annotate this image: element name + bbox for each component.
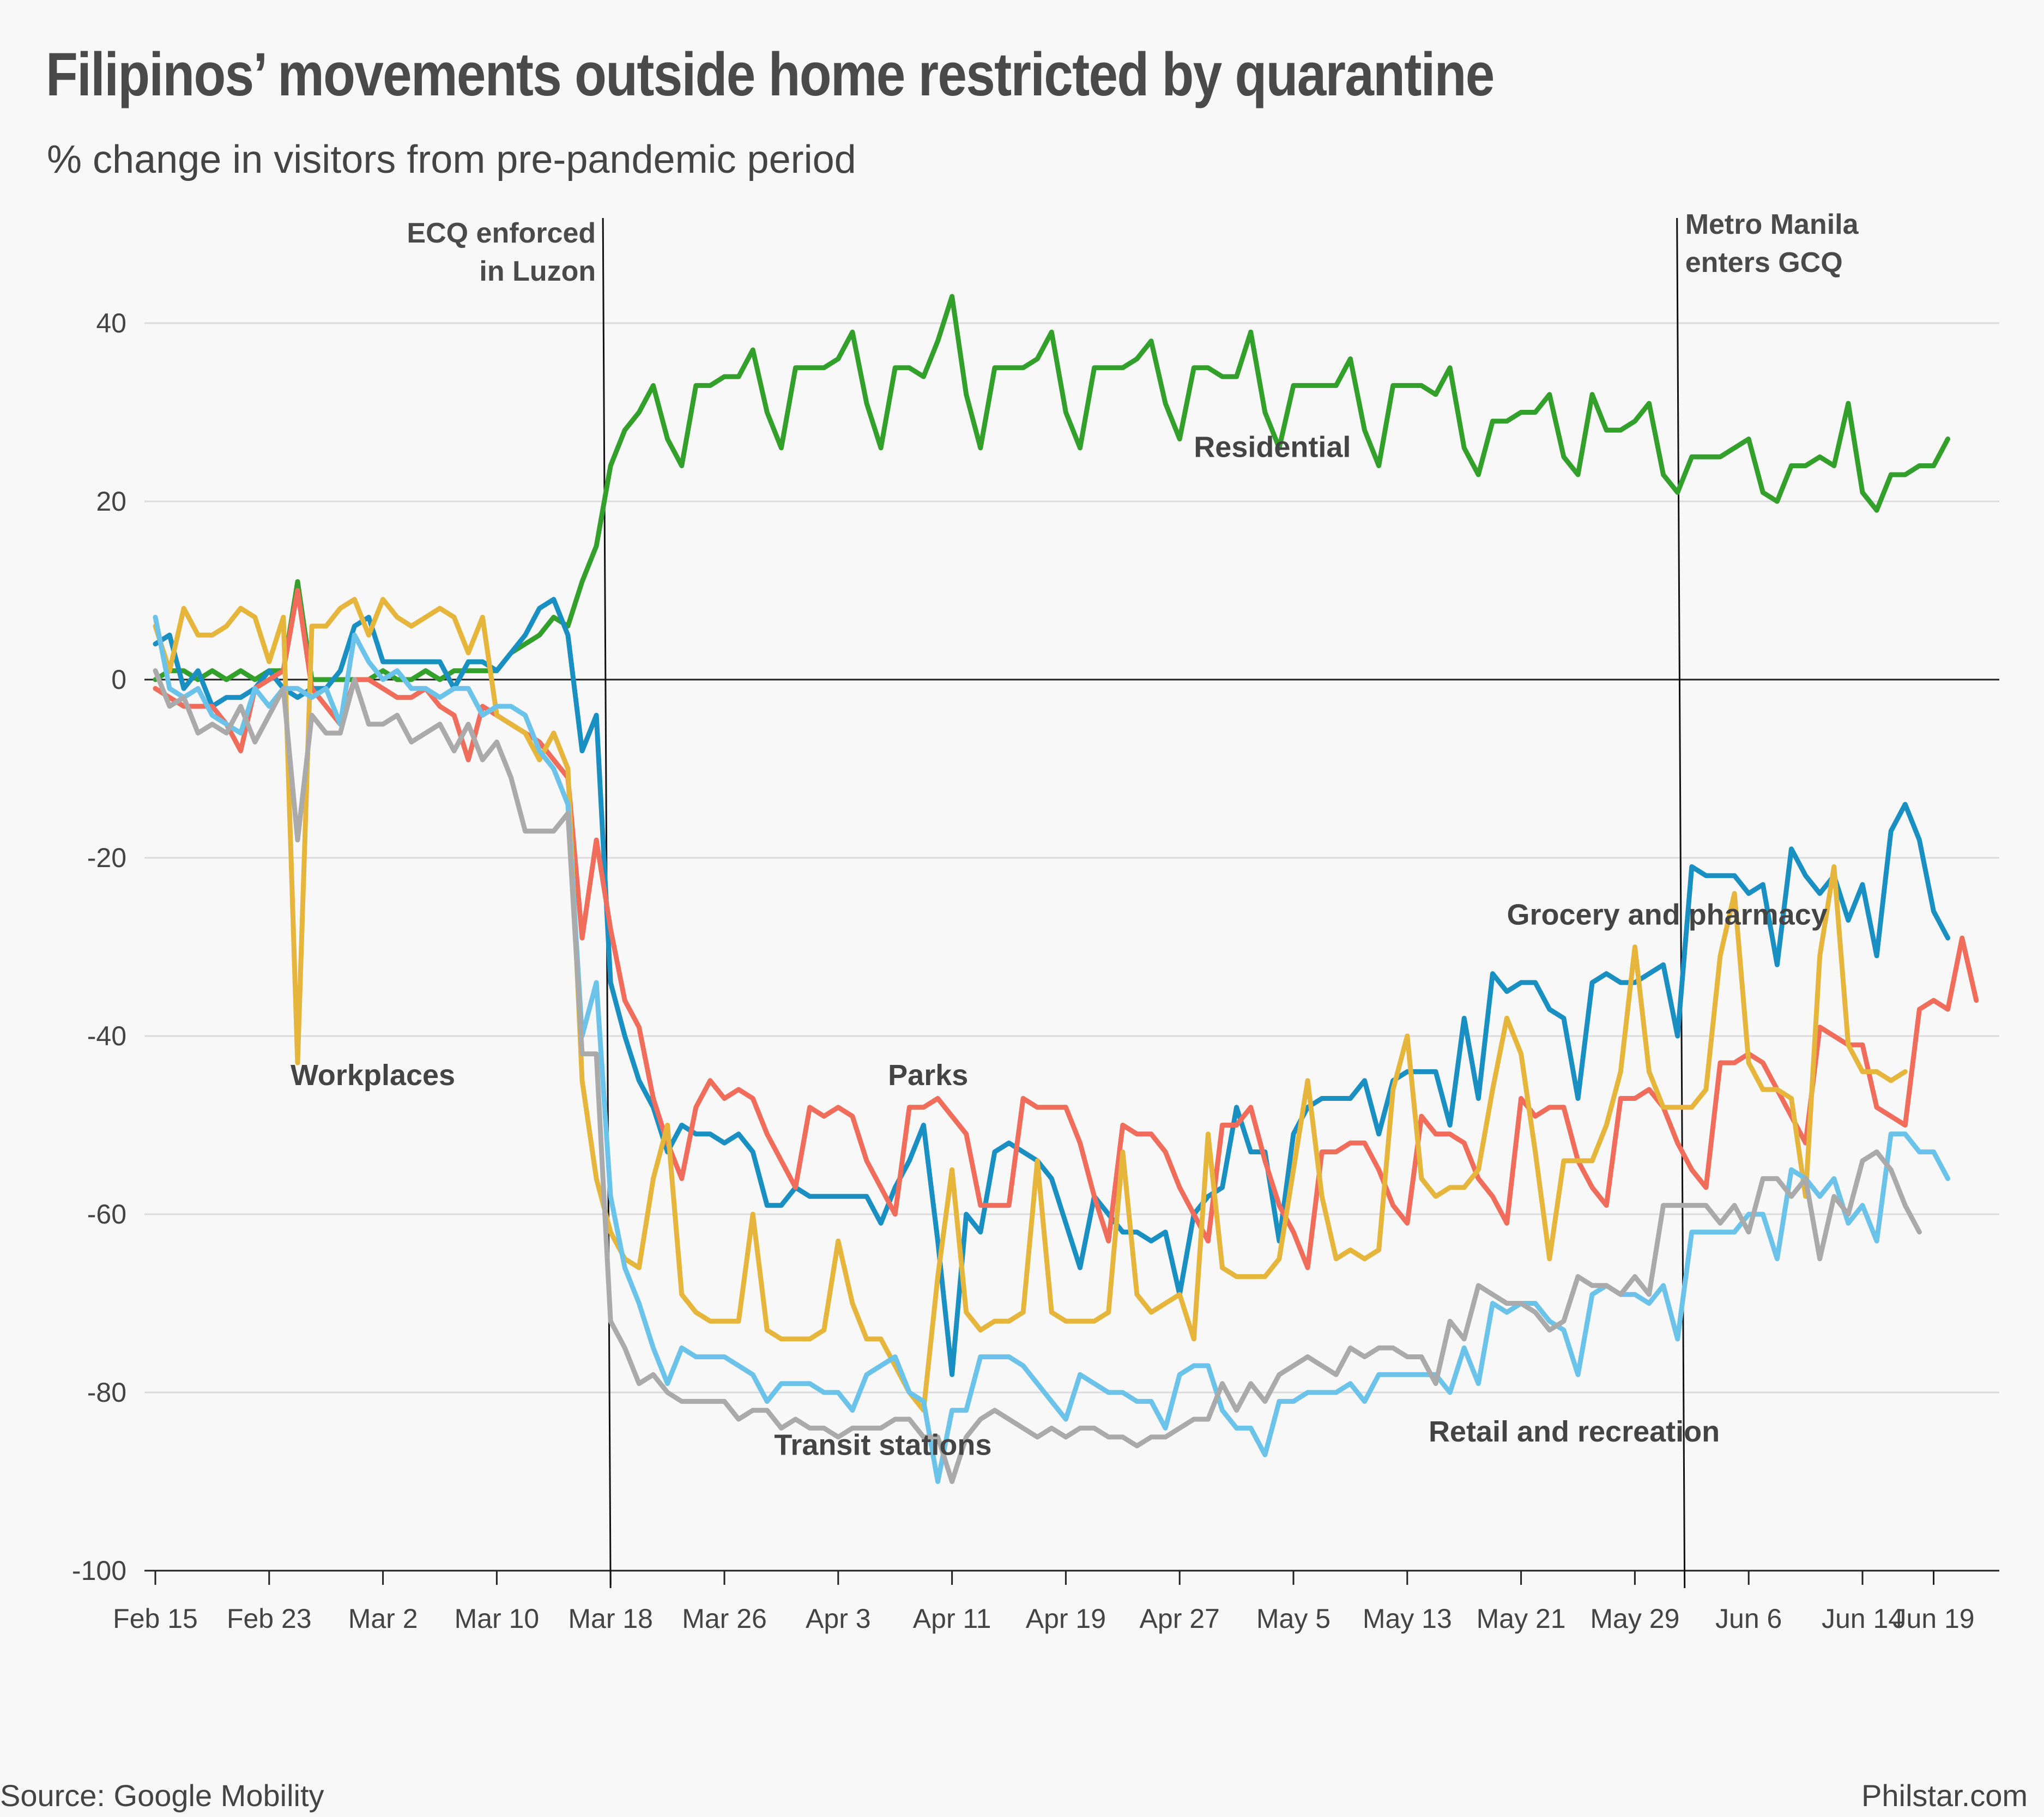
y-tick-label: -60 bbox=[87, 1199, 126, 1229]
series-lines bbox=[153, 294, 1979, 1484]
series-label-residential: Residential bbox=[1194, 431, 1351, 463]
x-tick-label: Jun 6 bbox=[1715, 1603, 1782, 1634]
series-label-retail-and-recreation: Retail and recreation bbox=[1429, 1415, 1720, 1448]
event-annotation-text: ECQ enforced bbox=[407, 217, 596, 249]
event-annotation-text: in Luzon bbox=[479, 256, 596, 287]
event-annotation-text: enters GCQ bbox=[1685, 247, 1843, 278]
x-axis: Feb 15 Feb 23 Mar 2 Mar 10 Mar 18 Mar 26 Apr 3… bbox=[113, 1570, 1999, 1634]
y-tick-label: 0 bbox=[111, 664, 126, 695]
y-tick-label: 20 bbox=[96, 486, 126, 517]
series-line-residential bbox=[153, 294, 1951, 682]
x-tick-label: Feb 15 bbox=[113, 1603, 198, 1634]
chart-title: Filipinos’ movements outside home restri… bbox=[46, 40, 1495, 108]
series-line-workplaces bbox=[153, 597, 1908, 1413]
y-tick-label: -100 bbox=[72, 1555, 126, 1586]
x-tick-label: Apr 19 bbox=[1026, 1603, 1106, 1634]
y-tick-label: -40 bbox=[87, 1021, 126, 1051]
x-tick-label: Mar 10 bbox=[455, 1603, 540, 1634]
x-tick-label: Apr 11 bbox=[913, 1603, 991, 1634]
y-axis-ticks: 40 20 0 -20 -40 -60 -80 -100 bbox=[72, 308, 126, 1586]
series-labels: Residential Grocery and pharmacy Parks Work… bbox=[291, 431, 1828, 1461]
x-tick-label: Apr 3 bbox=[806, 1603, 871, 1634]
series-label-transit-stations: Transit stations bbox=[774, 1428, 991, 1461]
y-tick-label: -20 bbox=[87, 843, 126, 873]
x-tick-label: Feb 23 bbox=[227, 1603, 312, 1634]
series-label-grocery-and-pharmacy: Grocery and pharmacy bbox=[1507, 899, 1828, 931]
x-tick-label: May 5 bbox=[1256, 1603, 1331, 1634]
x-tick-label: Mar 18 bbox=[568, 1603, 653, 1634]
series-line-parks bbox=[153, 588, 1979, 1270]
x-tick-label: Mar 26 bbox=[682, 1603, 767, 1634]
credit-note: Philstar.com bbox=[1861, 1778, 2028, 1813]
x-tick-label: Mar 2 bbox=[348, 1603, 418, 1634]
event-line bbox=[1676, 217, 1686, 1589]
y-tick-label: -80 bbox=[87, 1377, 126, 1408]
series-label-parks: Parks bbox=[888, 1059, 968, 1092]
chart-subtitle: % change in visitors from pre-pandemic p… bbox=[47, 138, 856, 181]
x-tick-label: May 21 bbox=[1477, 1603, 1566, 1634]
series-label-workplaces: Workplaces bbox=[291, 1059, 455, 1092]
x-tick-label: Jun 19 bbox=[1892, 1603, 1974, 1634]
x-tick-label: May 29 bbox=[1590, 1603, 1679, 1634]
series-line-retail-and-recreation bbox=[153, 615, 1951, 1484]
event-annotation-text: Metro Manila bbox=[1685, 209, 1859, 240]
x-tick-label: Apr 27 bbox=[1140, 1603, 1220, 1634]
series-line-transit-stations bbox=[153, 668, 1922, 1484]
x-tick-label: May 13 bbox=[1363, 1603, 1452, 1634]
x-tick-label: Jun 14 bbox=[1822, 1603, 1903, 1634]
y-tick-label: 40 bbox=[96, 308, 126, 338]
event-annotations: ECQ enforced in Luzon Metro Manila enters G… bbox=[407, 209, 1859, 1589]
source-note: Source: Google Mobility bbox=[0, 1778, 324, 1813]
